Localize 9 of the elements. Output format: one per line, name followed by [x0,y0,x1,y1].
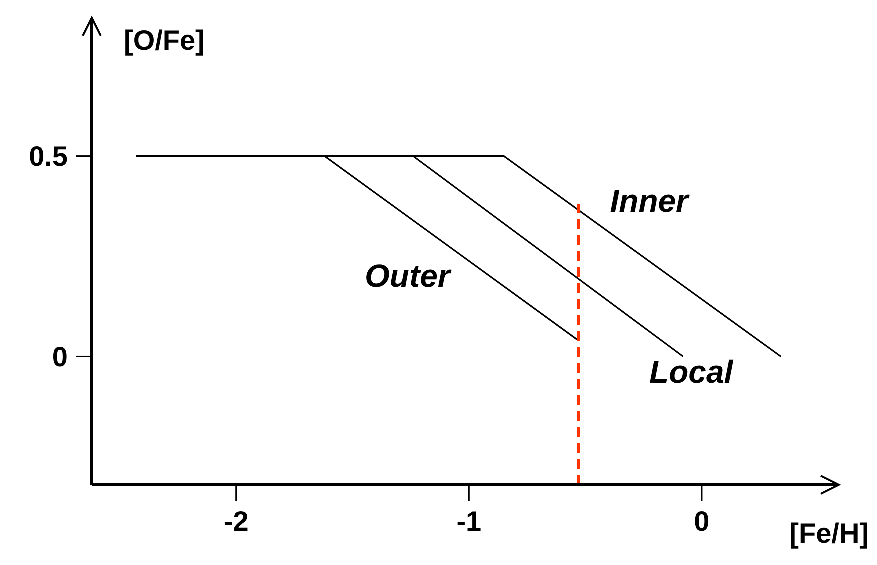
y-axis-title: [O/Fe] [124,25,205,56]
x-tick-label: -1 [456,506,482,537]
series-label: Inner [610,182,690,219]
series-label: Local [650,354,734,390]
x-axis-title: [Fe/H] [790,518,869,549]
x-tick-label: 0 [694,506,710,537]
x-tick-label: -2 [224,506,249,537]
y-tick-label: 0.5 [29,141,68,172]
series-label: Outer [365,258,452,294]
